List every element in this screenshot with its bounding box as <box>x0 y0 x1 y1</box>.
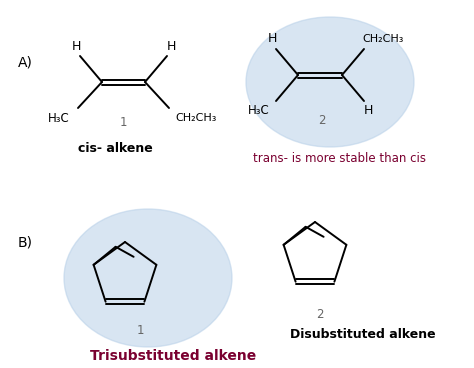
Ellipse shape <box>64 209 232 347</box>
Text: 1: 1 <box>136 323 144 336</box>
Text: trans- is more stable than cis: trans- is more stable than cis <box>254 152 427 164</box>
Ellipse shape <box>246 17 414 147</box>
Text: H: H <box>363 105 373 117</box>
Text: 1: 1 <box>119 116 127 128</box>
Text: H: H <box>71 39 81 53</box>
Text: 2: 2 <box>318 113 326 127</box>
Text: 2: 2 <box>316 308 324 322</box>
Text: H: H <box>166 39 176 53</box>
Text: Trisubstituted alkene: Trisubstituted alkene <box>90 349 256 363</box>
Text: cis- alkene: cis- alkene <box>78 142 152 155</box>
Text: CH₂CH₃: CH₂CH₃ <box>175 113 216 123</box>
Text: CH₂CH₃: CH₂CH₃ <box>362 34 403 44</box>
Text: A): A) <box>18 55 33 69</box>
Text: Disubstituted alkene: Disubstituted alkene <box>290 329 436 342</box>
Text: B): B) <box>18 235 33 249</box>
Text: H₃C: H₃C <box>248 105 270 117</box>
Text: H₃C: H₃C <box>48 112 70 124</box>
Text: H: H <box>267 32 277 46</box>
